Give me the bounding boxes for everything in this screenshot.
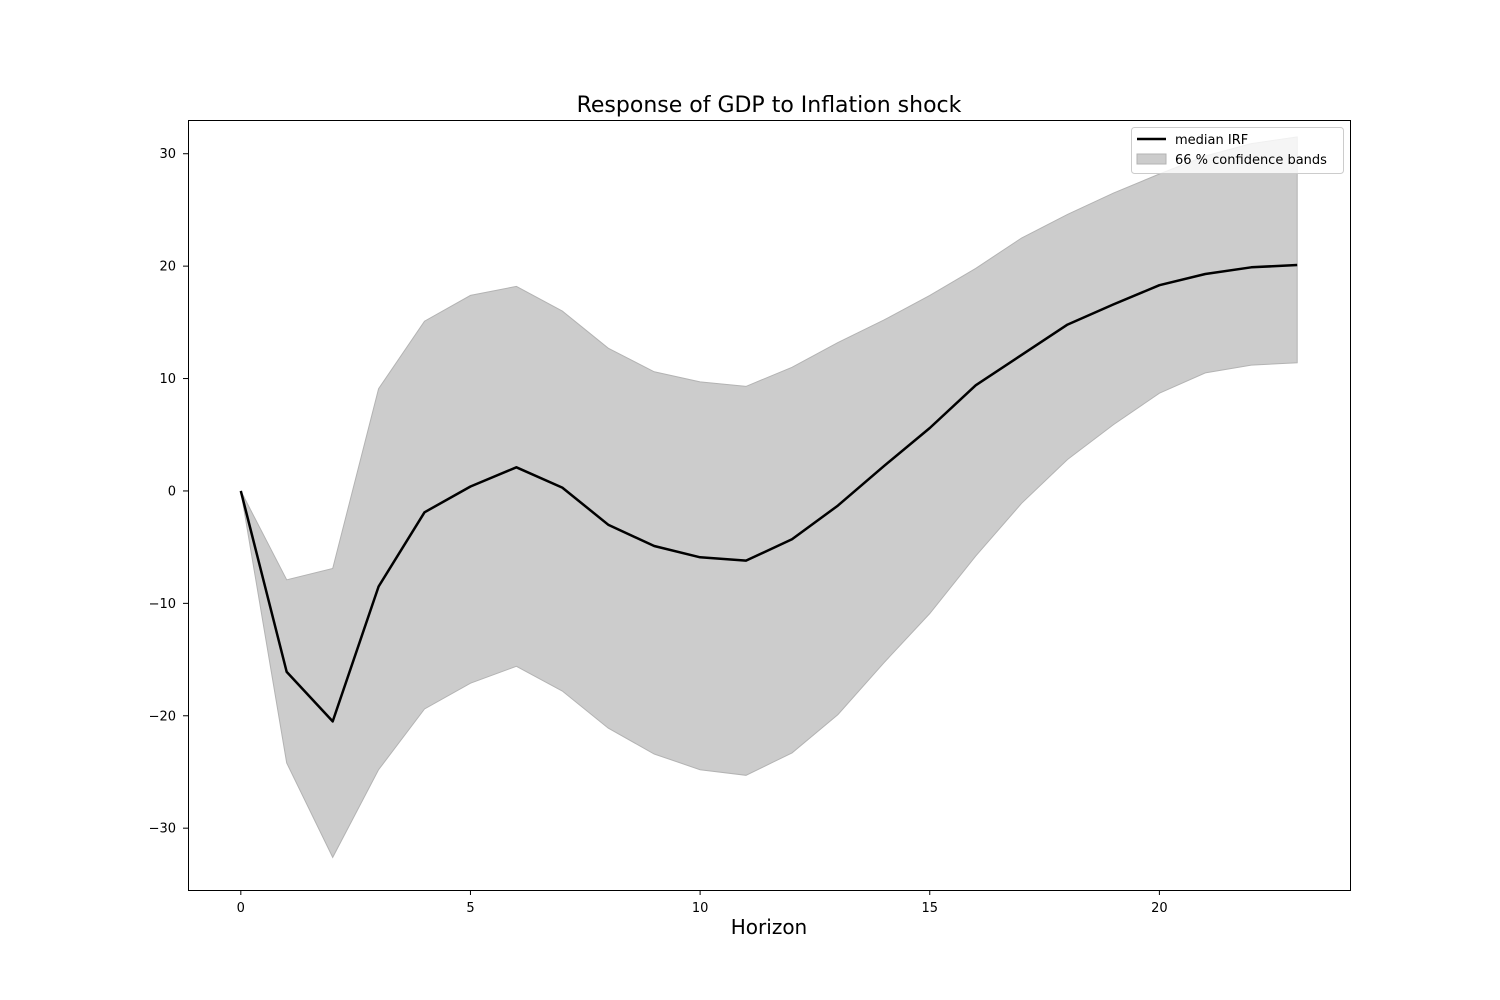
y-tick-label: 20 xyxy=(159,260,176,275)
y-tick-label: 10 xyxy=(159,372,176,387)
y-tick-label: 30 xyxy=(159,147,176,162)
plot-area xyxy=(239,136,1298,859)
legend-label-median-irf: median IRF xyxy=(1175,133,1248,148)
x-axis-label: Horizon xyxy=(731,915,807,939)
y-axis: −30 −20 −10 0 10 20 30 xyxy=(149,147,188,837)
chart-title: Response of GDP to Inflation shock xyxy=(577,93,962,118)
y-tick-label: −30 xyxy=(149,822,176,837)
y-tick-label: 0 xyxy=(168,484,176,499)
legend-swatch-confidence-bands xyxy=(1136,153,1167,165)
x-tick-label: 10 xyxy=(692,901,709,916)
legend-label-confidence-bands: 66 % confidence bands xyxy=(1175,153,1327,168)
legend-frame xyxy=(1131,127,1344,174)
median-irf-line xyxy=(239,263,1298,723)
plot-frame xyxy=(188,120,1351,891)
x-axis: 0 5 10 15 20 xyxy=(237,890,1168,916)
band-layer xyxy=(240,136,1298,859)
line-layer xyxy=(239,263,1298,723)
confidence-band-area xyxy=(240,136,1298,859)
x-tick-label: 0 xyxy=(237,901,245,916)
y-tick-label: −20 xyxy=(149,709,176,724)
x-tick-label: 5 xyxy=(466,901,474,916)
x-tick-label: 20 xyxy=(1151,901,1168,916)
x-tick-label: 15 xyxy=(921,901,938,916)
y-tick-label: −10 xyxy=(149,597,176,612)
legend: median IRF 66 % confidence bands xyxy=(1131,127,1344,174)
